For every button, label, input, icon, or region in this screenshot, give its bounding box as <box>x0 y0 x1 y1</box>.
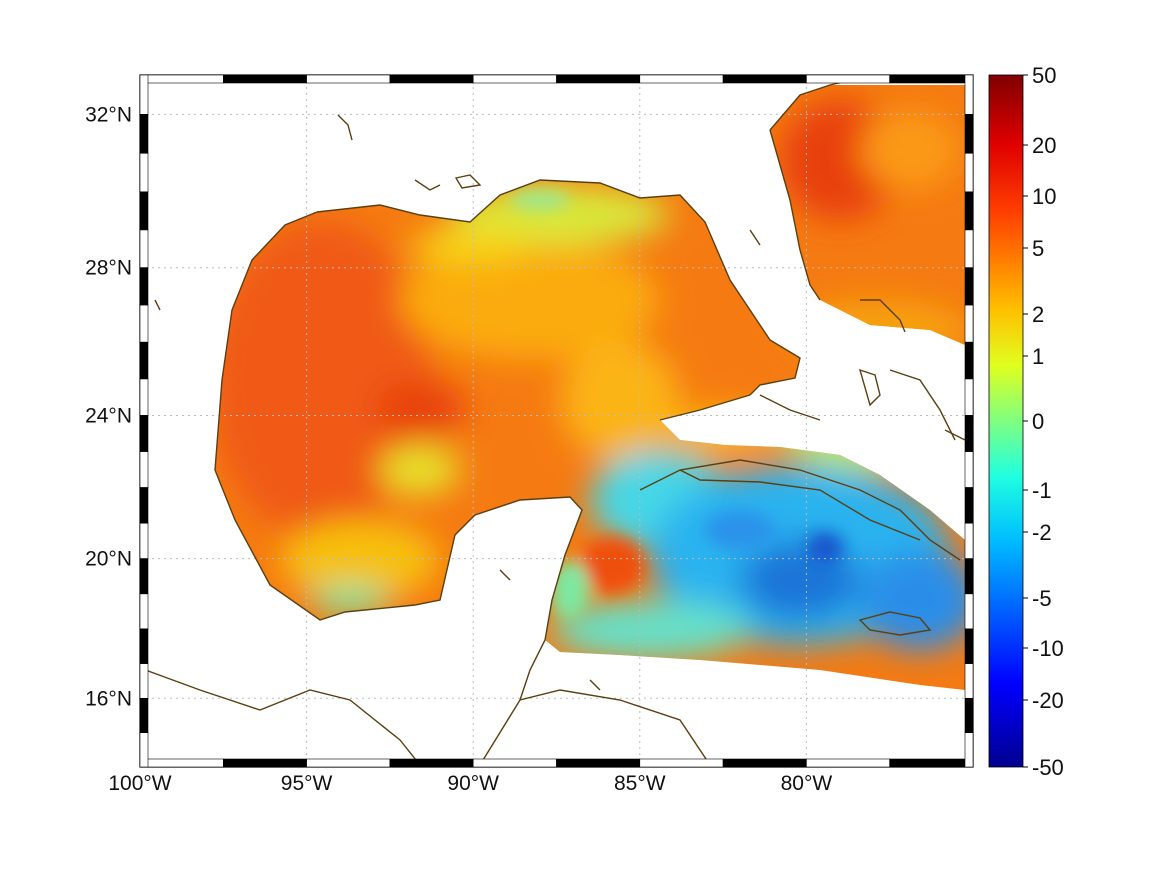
frame-segment <box>964 229 974 268</box>
frame-segment <box>139 451 149 488</box>
frame-segment <box>806 74 891 84</box>
colorbar-tick-label: -10 <box>1032 636 1064 661</box>
frame-segment <box>639 74 724 84</box>
frame-segment <box>139 74 224 84</box>
longitude-tick-label: 100°W <box>108 772 171 795</box>
frame-segment <box>139 732 149 768</box>
longitude-axis: 100°W 95°W 90°W 85°W 80°W <box>108 772 832 795</box>
frame-segment <box>964 522 974 559</box>
graticule-grid <box>140 75 973 767</box>
colorbar-tick-label: -2 <box>1032 520 1052 545</box>
latitude-tick-label: 16°N <box>85 687 132 710</box>
frame-segment <box>472 74 557 84</box>
colorbar-tick-label: -20 <box>1032 688 1064 713</box>
colorbar-tick-label: 10 <box>1032 184 1056 209</box>
longitude-tick-label: 80°W <box>781 772 833 795</box>
latitude-tick-label: 20°N <box>85 548 132 571</box>
frame-segment <box>556 758 641 768</box>
frame-segment <box>139 341 149 380</box>
frame-segment <box>139 522 149 559</box>
frame-segment <box>306 758 391 768</box>
frame-segment <box>139 697 149 734</box>
colorbar-tick-label: 0 <box>1032 409 1044 434</box>
latitude-tick-label: 32°N <box>85 103 132 126</box>
frame-segment <box>223 74 307 84</box>
frame-segment <box>139 415 149 452</box>
frame-segment <box>139 114 149 154</box>
frame-segment <box>306 74 391 84</box>
sea-surface-anomaly-field <box>215 85 965 690</box>
frame-segment <box>889 74 974 84</box>
frame-segment <box>964 304 974 343</box>
frame-segment <box>722 758 807 768</box>
colorbar-tick-label: 2 <box>1032 302 1044 327</box>
frame-segment <box>472 758 557 768</box>
frame-segment <box>139 304 149 343</box>
colorbar-gradient <box>988 74 1024 768</box>
frame-segment <box>964 628 974 664</box>
frame-segment <box>139 229 149 268</box>
frame-segment <box>639 758 724 768</box>
frame-segment <box>964 451 974 488</box>
coastline <box>140 77 966 766</box>
colorbar-tick-label: -5 <box>1032 586 1052 611</box>
colorbar-tick-label: -50 <box>1032 755 1064 780</box>
frame-segment <box>139 758 224 768</box>
frame-segment <box>389 74 474 84</box>
frame-segment <box>964 558 974 595</box>
frame-segment <box>139 663 149 699</box>
frame-segment <box>139 267 149 306</box>
frame-segment <box>223 758 307 768</box>
frame-segment <box>139 74 149 115</box>
colorbar-tick-label: 1 <box>1032 344 1044 369</box>
frame-segment <box>964 378 974 416</box>
frame-segment <box>806 758 891 768</box>
frame-segment <box>964 415 974 452</box>
frame-segment <box>964 267 974 306</box>
latitude-tick-label: 24°N <box>85 404 132 427</box>
frame-segment <box>722 74 807 84</box>
longitude-tick-label: 85°W <box>614 772 666 795</box>
colorbar-tick-label: 20 <box>1032 133 1056 158</box>
frame-segment <box>139 152 149 193</box>
frame-segment <box>139 593 149 630</box>
colorbar-tick-label: 5 <box>1032 236 1044 261</box>
colorbar-tick-label: -1 <box>1032 478 1052 503</box>
frame-segment <box>889 758 974 768</box>
frame-segment <box>139 558 149 595</box>
frame-segment <box>139 378 149 416</box>
frame-segment <box>964 152 974 193</box>
frame-segment <box>964 487 974 524</box>
map-frame <box>139 74 974 768</box>
latitude-tick-label: 28°N <box>85 257 132 280</box>
frame-segment <box>964 341 974 380</box>
longitude-tick-label: 90°W <box>447 772 499 795</box>
frame-segment <box>139 487 149 524</box>
frame-segment <box>964 114 974 154</box>
colorbar-tick-label: 50 <box>1032 63 1056 88</box>
frame-segment <box>964 663 974 699</box>
frame-segment <box>964 191 974 231</box>
frame-segment <box>389 758 474 768</box>
frame-segment <box>964 593 974 630</box>
frame-segment <box>139 191 149 231</box>
frame-segment <box>964 732 974 768</box>
frame-segment <box>556 74 641 84</box>
longitude-tick-label: 95°W <box>281 772 333 795</box>
latitude-axis: 32°N 28°N 24°N 20°N 16°N <box>85 103 132 710</box>
frame-segment <box>964 74 974 115</box>
frame-segment <box>139 628 149 664</box>
frame-segment <box>964 697 974 734</box>
